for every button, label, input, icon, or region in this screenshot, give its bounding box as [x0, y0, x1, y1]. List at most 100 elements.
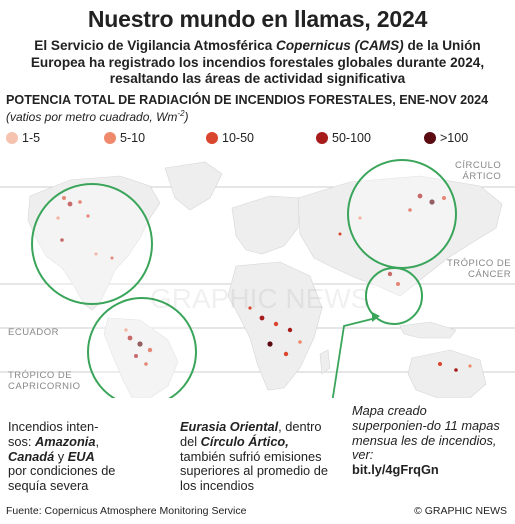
world-fire-map: GRAPHIC NEWS	[0, 158, 515, 398]
legend-swatch	[424, 132, 436, 144]
credit: © GRAPHIC NEWS	[414, 505, 507, 517]
fire-dot	[438, 362, 442, 366]
caption-americas: Incendios inten- sos: Amazonia, Canadá y…	[8, 419, 148, 494]
label-tropic-cancer: TRÓPICO DE CÁNCER	[447, 258, 512, 280]
legend-label: 5-10	[120, 131, 146, 145]
fire-cluster-australia	[438, 362, 472, 372]
legend-item: 1-5	[6, 131, 40, 145]
legend-swatch	[104, 132, 116, 144]
legend-item: 5-10	[104, 131, 145, 145]
fire-cluster-south-america	[124, 328, 153, 366]
caption-link[interactable]: bit.ly/4gFrqGn	[352, 462, 439, 478]
fire-dot	[56, 216, 60, 220]
caption-mid-b1: Eurasia Oriental	[180, 419, 279, 434]
africa	[227, 261, 323, 391]
legend-item: 50-100	[316, 131, 371, 145]
units-exponent: -2	[177, 109, 185, 118]
south-america	[103, 317, 179, 398]
caption-left-1: Incendios inten- sos:	[8, 419, 99, 449]
pointer-lines	[331, 317, 377, 398]
fire-dot	[396, 282, 400, 286]
fire-dot	[67, 201, 73, 207]
watermark: GRAPHIC NEWS	[150, 283, 369, 314]
label-equator: ECUADOR	[8, 327, 60, 338]
source-note: Fuente: Copernicus Atmosphere Monitoring…	[6, 505, 247, 517]
highlight-south-america	[87, 297, 197, 398]
legend-label: >100	[440, 131, 469, 145]
fire-dot	[62, 196, 66, 200]
fire-dot	[134, 354, 138, 358]
fire-dot	[60, 238, 64, 242]
europe	[231, 195, 301, 255]
fire-dot	[468, 364, 472, 368]
label-tropic-capricorn: TRÓPICO DE CAPRICORNIO	[8, 370, 81, 392]
indonesia	[399, 321, 457, 339]
fire-dot	[442, 196, 446, 200]
north-america	[27, 175, 161, 311]
legend-swatch	[206, 132, 218, 144]
fire-dot	[127, 335, 133, 341]
caption-left-3: y	[54, 448, 68, 464]
caption-left-b2: Canadá	[8, 448, 55, 464]
caption-method: Mapa creado superponien-do 11 mapas mens…	[352, 403, 502, 478]
fire-dot	[408, 208, 412, 212]
legend: 1-5 5-10 10-50 50-100 >100	[6, 131, 511, 149]
highlight-eurasia	[347, 159, 457, 269]
highlight-north-america	[31, 183, 153, 305]
fire-dot	[144, 362, 148, 366]
caption-left-4: por condiciones de sequía severa	[8, 463, 116, 494]
fire-dot	[86, 214, 90, 218]
units-label: (vatios por metro cuadrado, Wm-2)	[6, 109, 189, 124]
pointer-middle	[331, 317, 377, 398]
fire-dot	[259, 315, 265, 321]
fire-dot	[287, 327, 293, 333]
greenland	[164, 161, 223, 211]
fire-cluster-eurasia	[338, 193, 446, 286]
fire-dot	[298, 340, 302, 344]
fire-dot	[283, 351, 289, 357]
fire-cluster-africa	[248, 306, 302, 357]
units-text: (vatios por metro cuadrado, Wm	[6, 110, 178, 124]
legend-swatch	[316, 132, 328, 144]
highlight-southeast-asia	[365, 267, 423, 325]
subtitle-italic: Copernicus (CAMS)	[276, 38, 404, 53]
australia	[407, 349, 487, 398]
fire-dot	[124, 328, 128, 332]
caption-mid-1: , dentro del	[180, 419, 322, 449]
arrow-head-icon	[372, 312, 380, 322]
madagascar	[319, 349, 331, 375]
caption-left-2: ,	[95, 433, 100, 449]
highlight-circles	[31, 159, 457, 398]
label-arctic-circle: CÍRCULO ÁRTICO	[455, 160, 502, 182]
caption-mid-2: también sufrió emisiones superiores al p…	[180, 448, 328, 494]
subtitle-part1: El Servicio de Vigilancia Atmosférica	[34, 38, 277, 53]
fire-dot	[78, 200, 82, 204]
page-title: Nuestro mundo en llamas, 2024	[87, 6, 428, 32]
fire-dot	[94, 252, 98, 256]
fire-dot	[338, 232, 342, 236]
fire-dot	[358, 216, 362, 220]
legend-label: 50-100	[332, 131, 371, 145]
caption-eurasia: Eurasia Oriental, dentro del Círculo Árt…	[180, 419, 340, 494]
caption-mid-b2: Círculo Ártico,	[200, 433, 289, 449]
fire-dot	[137, 341, 143, 347]
legend-label: 10-50	[222, 131, 254, 145]
legend-item: >100	[424, 131, 468, 145]
fire-dot	[273, 321, 279, 327]
fire-dot	[248, 306, 252, 310]
legend-item: 10-50	[206, 131, 254, 145]
fire-dot	[417, 193, 423, 199]
section-title: POTENCIA TOTAL DE RADIACIÓN DE INCENDIOS…	[6, 93, 489, 107]
caption-left-b3: EUA	[67, 448, 95, 464]
fire-dot	[110, 256, 114, 260]
caption-left-b1: Amazonia	[35, 433, 96, 449]
fire-dot	[147, 347, 153, 353]
fire-cluster-north-america	[56, 196, 114, 260]
fire-dot	[267, 341, 273, 347]
fire-dot	[387, 271, 393, 277]
caption-right-1: Mapa creado superponien-do 11 mapas mens…	[352, 403, 500, 463]
subtitle-part2: de la Unión Europea ha registrado los in…	[30, 38, 485, 86]
legend-swatch	[6, 132, 18, 144]
subtitle: El Servicio de Vigilancia Atmosférica Co…	[10, 38, 505, 88]
